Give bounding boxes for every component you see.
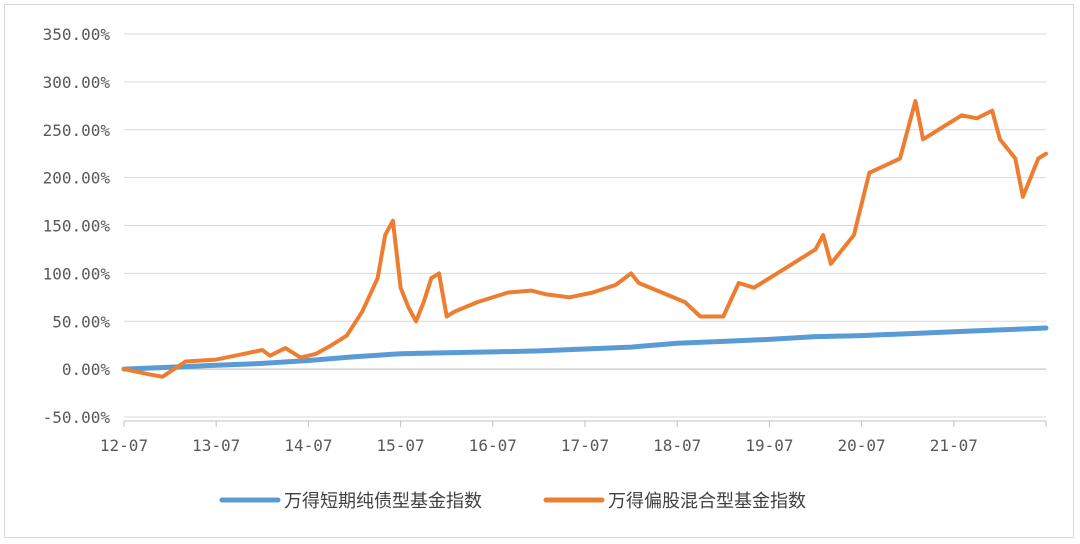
x-tick-label: 12-07 (100, 436, 148, 455)
y-tick-labels: 350.00% 300.00% 250.00% 200.00% 150.00% 100.0… (43, 25, 111, 427)
x-tick-label: 18-07 (653, 436, 701, 455)
x-tick-label: 13-07 (192, 436, 240, 455)
chart-frame (4, 4, 1074, 538)
x-tick-labels: 12-07 13-07 14-07 15-07 16-07 17-07 18-07 19-07… (100, 436, 978, 455)
series-line-1 (121, 325, 1049, 372)
y-tick-label: 50.00% (52, 312, 110, 331)
y-tick-label: 300.00% (43, 73, 111, 92)
x-tick-label: 20-07 (838, 436, 886, 455)
legend-label-2: 万得偏股混合型基金指数 (608, 491, 806, 512)
x-tick-label: 21-07 (930, 436, 978, 455)
x-tick-label: 15-07 (377, 436, 425, 455)
y-tick-label: 100.00% (43, 264, 111, 283)
y-tick-label: 0.00% (62, 360, 111, 379)
series-line-2 (122, 99, 1048, 379)
y-tick-label: 150.00% (43, 217, 111, 236)
y-tick-label: 250.00% (43, 121, 111, 140)
legend-label-1: 万得短期纯债型基金指数 (284, 491, 482, 512)
y-tick-label: -50.00% (43, 408, 111, 427)
x-tick-label: 16-07 (469, 436, 517, 455)
series-lines (121, 99, 1049, 379)
gridlines (124, 33, 1046, 418)
x-tick-label: 14-07 (284, 436, 332, 455)
x-axis (123, 368, 1047, 427)
x-tick-label: 17-07 (561, 436, 609, 455)
x-tick-label: 19-07 (745, 436, 793, 455)
y-tick-label: 350.00% (43, 25, 111, 44)
y-tick-label: 200.00% (43, 169, 111, 188)
legend: 万得短期纯债型基金指数 万得偏股混合型基金指数 (219, 491, 806, 512)
